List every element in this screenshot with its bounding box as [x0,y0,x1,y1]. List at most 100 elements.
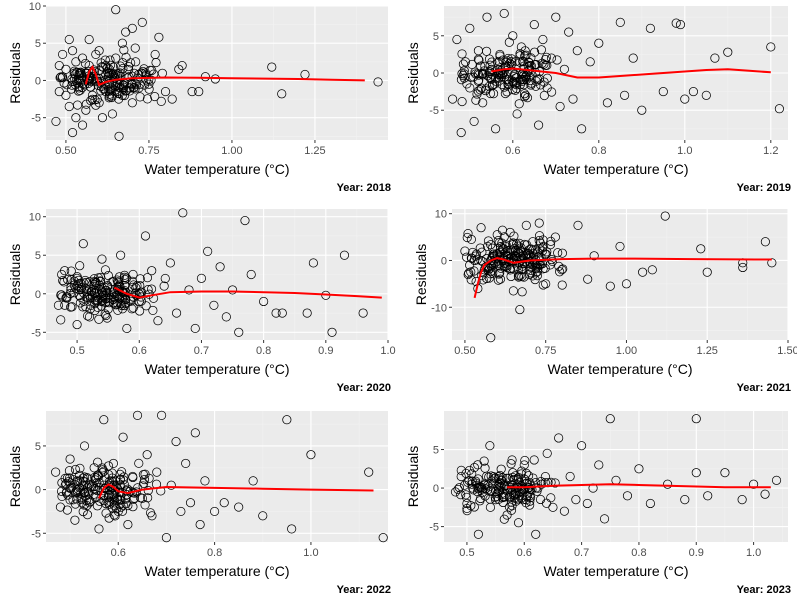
data-point [139,475,150,485]
gridlines [444,411,788,542]
data-point [57,478,67,488]
data-point [57,73,67,83]
data-point [546,53,557,63]
data-point [457,69,467,79]
x-tick-label: 0.75 [138,145,159,157]
data-point [691,468,701,478]
smooth-trend-line [113,286,382,299]
data-point [91,49,101,59]
data-point [72,100,83,110]
data-point [115,480,125,490]
x-tick-label: 1.25 [697,345,718,357]
x-tick-label: 0.6 [517,547,532,559]
data-point [151,57,161,68]
data-point [97,463,107,473]
data-point [498,497,508,508]
x-tick-label: 0.5 [69,345,84,357]
data-point [308,258,318,268]
data-point [766,42,776,52]
data-point [500,88,510,99]
data-point [602,98,612,108]
y-tick-label: -5 [31,327,41,339]
data-point [258,511,268,521]
data-point [519,460,529,470]
data-point [538,264,548,274]
x-tick-label: 0.6 [132,345,147,357]
data-point [647,265,657,275]
data-point [473,484,483,494]
data-point [69,276,79,286]
data-point [555,267,565,277]
data-point [146,75,156,85]
data-point [701,90,711,100]
data-point [531,529,541,539]
data-point [107,109,117,119]
data-point [277,89,287,99]
data-point [327,327,337,337]
data-point [542,60,552,70]
data-point [486,74,496,84]
data-point [111,300,121,310]
data-point [531,268,541,278]
data-point [74,275,84,285]
data-point [478,98,488,108]
data-point [174,64,184,74]
data-point [519,272,529,282]
data-point [456,471,466,482]
data-point [97,254,107,264]
data-point [585,57,595,67]
data-point [85,293,95,303]
data-point [108,458,119,468]
x-axis-title: Water temperature (°C) [543,563,688,579]
data-point [513,518,524,528]
data-point [495,274,506,284]
scatter-points [448,8,784,138]
data-point [129,493,139,503]
data-point [504,502,515,512]
data-point [507,455,517,465]
panel-caption: Year: 2018 [337,182,391,194]
data-point [542,247,552,257]
data-point [506,54,517,64]
panel-caption: Year: 2021 [737,382,791,394]
data-point [634,464,644,474]
data-point [457,96,467,107]
data-point [594,38,604,48]
data-point [84,34,94,45]
data-point [91,100,101,110]
data-point [94,46,104,56]
smooth-trend-line [491,67,771,79]
x-tick-label: 0.75 [535,345,556,357]
data-point [512,494,522,504]
data-point [467,479,477,489]
data-point [512,109,522,119]
data-point [538,280,548,290]
data-point [78,485,88,495]
data-point [530,60,540,70]
x-axis-title: Water temperature (°C) [144,161,289,177]
data-point [93,457,103,467]
panel-4: 0.50 0.75 1.00 1.25 1.50 -10 0 10 Water temperat… [413,209,797,394]
data-point [119,45,129,55]
data-point [277,308,287,318]
data-point [492,491,502,501]
data-point [459,480,470,490]
data-point [508,472,518,483]
data-point [140,500,150,510]
x-tick-label: 0.8 [591,145,606,157]
data-point [267,62,277,72]
data-point [306,450,316,460]
data-point [496,242,506,252]
data-point [465,23,475,33]
data-point [552,55,562,65]
data-point [520,455,530,466]
data-point [76,494,86,505]
data-point [589,251,599,261]
data-point [469,462,480,473]
data-point [121,499,131,509]
data-point [91,473,101,483]
data-point [117,300,127,311]
data-point [115,68,125,78]
y-tick-label: 10 [29,1,41,13]
data-point [557,248,567,258]
